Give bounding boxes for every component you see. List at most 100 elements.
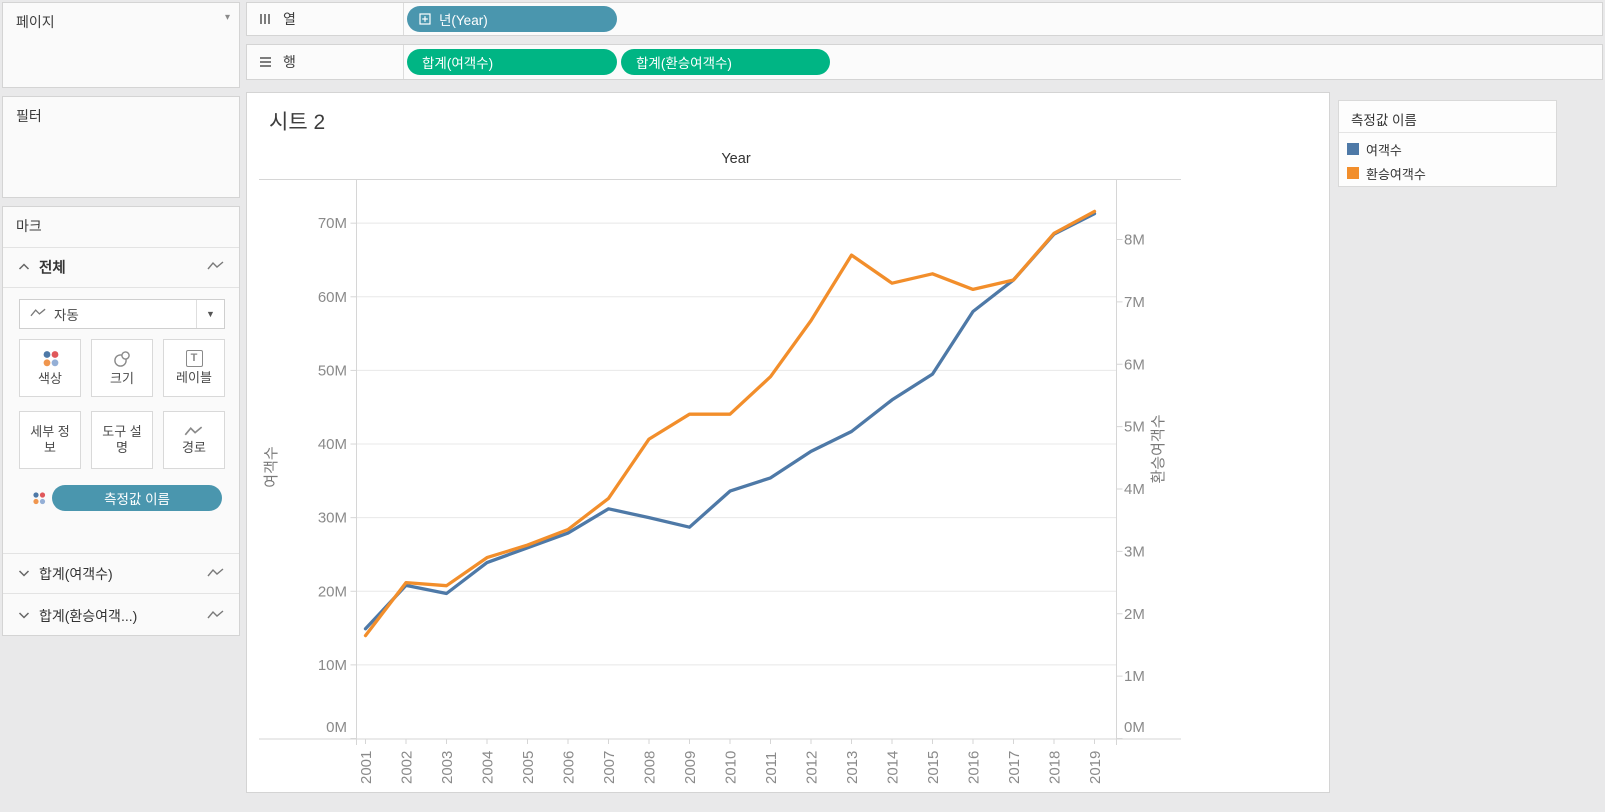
- legend-item-passengers[interactable]: 여객수: [1347, 139, 1402, 159]
- svg-text:6M: 6M: [1124, 356, 1145, 373]
- path-button[interactable]: 경로: [163, 411, 225, 469]
- filters-shelf[interactable]: 필터: [2, 96, 240, 198]
- svg-text:5M: 5M: [1124, 419, 1145, 436]
- series-line-여객수[interactable]: [363, 211, 1097, 631]
- svg-text:2009: 2009: [682, 751, 699, 784]
- axis-lines: [259, 179, 1181, 745]
- series-line-환승여객수[interactable]: [363, 209, 1097, 638]
- columns-shelf-label: 열: [283, 11, 296, 27]
- svg-text:2005: 2005: [520, 751, 537, 784]
- pages-label: 페이지: [16, 14, 55, 30]
- text-label-icon: T: [185, 350, 203, 368]
- line-mark-icon: [207, 258, 225, 276]
- field-section-transfer[interactable]: 합계(환승여객...): [3, 593, 239, 637]
- columns-icon: [260, 14, 270, 24]
- line-mark-icon: [207, 607, 225, 625]
- divider: [1339, 132, 1556, 133]
- expand-plus-icon[interactable]: [419, 13, 431, 25]
- svg-text:2015: 2015: [925, 751, 942, 784]
- divider: [3, 287, 239, 288]
- legend-item-label: 환승여객수: [1366, 166, 1426, 182]
- size-circles-icon: [114, 350, 130, 367]
- svg-text:2010: 2010: [723, 751, 740, 784]
- svg-text:2016: 2016: [966, 751, 983, 784]
- svg-text:70M: 70M: [318, 215, 347, 232]
- columns-shelf-labelcell: 열: [247, 3, 404, 35]
- size-button-label: 크기: [110, 370, 134, 386]
- sheet-title: 시트 2: [269, 111, 326, 134]
- svg-text:0M: 0M: [326, 719, 347, 736]
- field-section-label: 합계(여객수): [39, 566, 113, 582]
- rows-shelf[interactable]: 행 합계(여객수) 합계(환승여객수): [246, 44, 1603, 80]
- pill-year[interactable]: 년(Year): [407, 6, 617, 32]
- color-button[interactable]: 색상: [19, 339, 81, 397]
- chevron-up-icon[interactable]: [18, 258, 30, 276]
- legend-item-transfer[interactable]: 환승여객수: [1347, 163, 1426, 183]
- chevron-down-icon[interactable]: [18, 565, 30, 583]
- line-mark-icon: [30, 305, 47, 323]
- svg-text:2019: 2019: [1087, 751, 1104, 784]
- svg-text:20M: 20M: [318, 583, 347, 600]
- chart-column-header: Year: [721, 151, 751, 167]
- pages-dropdown-caret-icon[interactable]: ▾: [224, 12, 230, 23]
- svg-text:2M: 2M: [1124, 606, 1145, 623]
- svg-text:50M: 50M: [318, 362, 347, 379]
- svg-text:2013: 2013: [844, 751, 861, 784]
- line-mark-icon: [207, 565, 225, 583]
- measure-names-pill-label: 측정값 이름: [104, 492, 170, 507]
- svg-text:환승여객수: 환승여객수: [1150, 414, 1167, 483]
- color-dots-icon: [43, 351, 58, 367]
- svg-text:2011: 2011: [763, 752, 780, 784]
- rows-shelf-label: 행: [283, 54, 296, 70]
- worksheet-area: 시트 2 Year 0M 10M 20M 30M 40M 50M 60M 70M 0M 1M 2M 3…: [246, 92, 1330, 793]
- pages-shelf[interactable]: 페이지 ▾: [2, 2, 240, 88]
- label-button-label: 레이블: [176, 370, 212, 386]
- svg-text:2004: 2004: [480, 751, 497, 784]
- tick-marks: [350, 222, 1123, 744]
- marks-label: 마크: [16, 218, 42, 234]
- detail-button-label: 세부 정보: [30, 424, 70, 455]
- svg-text:10M: 10M: [318, 657, 347, 674]
- legend-swatch-orange: [1347, 167, 1359, 179]
- path-button-label: 경로: [182, 439, 206, 455]
- svg-text:2018: 2018: [1047, 751, 1064, 784]
- rows-shelf-labelcell: 행: [247, 45, 404, 79]
- rows-icon: [260, 57, 271, 67]
- svg-text:40M: 40M: [318, 436, 347, 453]
- tooltip-button[interactable]: 도구 설명: [91, 411, 153, 469]
- pill-sum-passengers[interactable]: 합계(여객수): [407, 49, 617, 75]
- legend-card[interactable]: 측정값 이름 여객수 환승여객수: [1338, 100, 1557, 187]
- svg-text:2003: 2003: [439, 751, 456, 784]
- svg-text:2012: 2012: [804, 751, 821, 784]
- pill-year-label: 년(Year): [439, 13, 488, 28]
- pill-sum-transfer[interactable]: 합계(환승여객수): [621, 49, 830, 75]
- marks-all-section-header[interactable]: 전체: [3, 247, 239, 287]
- svg-text:여객수: 여객수: [263, 446, 280, 487]
- columns-shelf[interactable]: 열 년(Year): [246, 2, 1603, 36]
- measure-names-pill[interactable]: 측정값 이름: [52, 485, 222, 511]
- svg-text:60M: 60M: [318, 289, 347, 306]
- series-lines: [363, 209, 1097, 638]
- legend-item-label: 여객수: [1366, 142, 1402, 158]
- legend-swatch-blue: [1347, 143, 1359, 155]
- marks-all-label: 전체: [39, 260, 66, 277]
- mark-type-dropdown[interactable]: 자동 ▼: [19, 299, 225, 329]
- svg-text:3M: 3M: [1124, 543, 1145, 560]
- mark-type-value: 자동: [54, 308, 79, 323]
- svg-text:2002: 2002: [399, 751, 416, 784]
- svg-text:8M: 8M: [1124, 232, 1145, 249]
- label-button[interactable]: T 레이블: [163, 339, 225, 397]
- field-section-passengers[interactable]: 합계(여객수): [3, 553, 239, 594]
- color-button-label: 색상: [38, 371, 62, 387]
- dropdown-caret-icon[interactable]: ▼: [196, 300, 224, 328]
- line-chart: 0M 10M 20M 30M 40M 50M 60M 70M 0M 1M 2M 3M 4M 5M 6M 7M 8…: [259, 179, 1181, 784]
- chevron-down-icon[interactable]: [18, 607, 30, 625]
- size-button[interactable]: 크기: [91, 339, 153, 397]
- svg-text:30M: 30M: [318, 510, 347, 527]
- svg-text:7M: 7M: [1124, 294, 1145, 311]
- detail-button[interactable]: 세부 정보: [19, 411, 81, 469]
- svg-text:2006: 2006: [561, 751, 578, 784]
- pill-sum-passengers-label: 합계(여객수): [422, 56, 494, 71]
- svg-text:2001: 2001: [358, 751, 375, 784]
- tooltip-button-label: 도구 설명: [102, 424, 142, 455]
